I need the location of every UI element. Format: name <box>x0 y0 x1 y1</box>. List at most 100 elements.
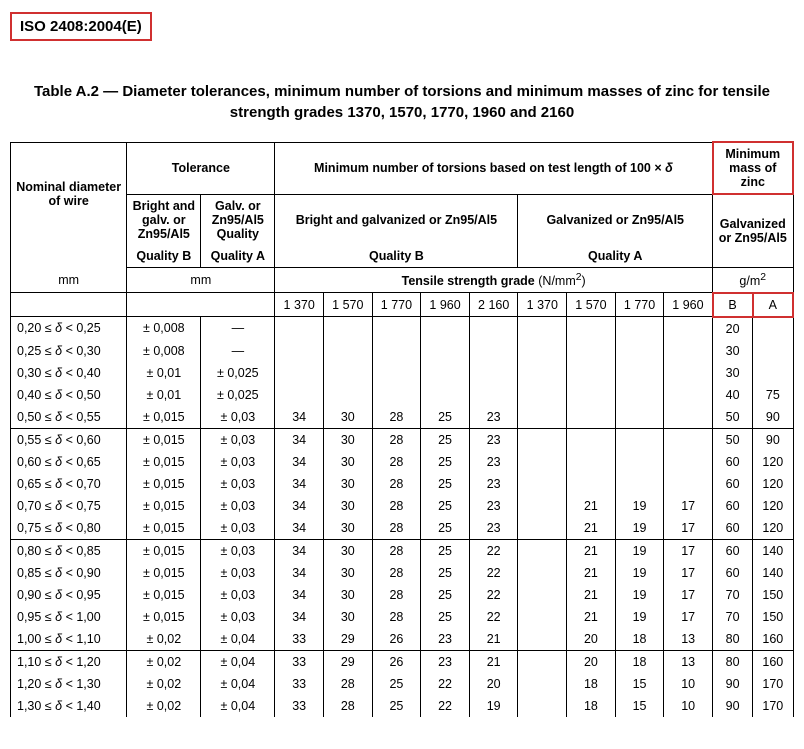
hdr-qb2: Quality B <box>275 245 518 268</box>
cell: 28 <box>372 539 421 562</box>
cell: ± 0,01 <box>127 362 201 384</box>
cell: 34 <box>275 473 324 495</box>
cell: 120 <box>753 495 793 517</box>
cell: ± 0,02 <box>127 673 201 695</box>
cell: 1,00 ≤ δ < 1,10 <box>11 628 127 651</box>
cell <box>518 539 567 562</box>
hdr-blank <box>11 245 127 268</box>
hdr-tolerance: Tolerance <box>127 142 275 194</box>
cell: 33 <box>275 695 324 717</box>
cell: 20 <box>469 673 518 695</box>
cell: ± 0,025 <box>201 384 275 406</box>
table-row: 0,30 ≤ δ < 0,40± 0,01± 0,02530 <box>11 362 794 384</box>
cell: 90 <box>753 428 793 451</box>
cell: 34 <box>275 606 324 628</box>
hdr-mass-B: B <box>713 293 753 317</box>
cell: ± 0,04 <box>201 673 275 695</box>
cell <box>518 517 567 540</box>
cell: 25 <box>421 473 470 495</box>
cell <box>518 495 567 517</box>
table-row: 0,20 ≤ δ < 0,25± 0,008—20 <box>11 317 794 340</box>
cell: — <box>201 340 275 362</box>
cell: 19 <box>615 539 664 562</box>
cell: 30 <box>323 606 372 628</box>
hdr-nominal: Nominal diameter of wire <box>11 142 127 245</box>
cell: 0,75 ≤ δ < 0,80 <box>11 517 127 540</box>
cell <box>421 340 470 362</box>
cell: 1,30 ≤ δ < 1,40 <box>11 695 127 717</box>
cell: 22 <box>469 562 518 584</box>
cell: 30 <box>323 495 372 517</box>
cell: 13 <box>664 628 713 651</box>
cell: 30 <box>323 517 372 540</box>
cell: 25 <box>372 673 421 695</box>
cell: 33 <box>275 673 324 695</box>
hdr-torsions: Minimum number of torsions based on test… <box>275 142 713 194</box>
cell: 0,80 ≤ δ < 0,85 <box>11 539 127 562</box>
cell: 18 <box>615 650 664 673</box>
cell: 140 <box>753 562 793 584</box>
cell <box>567 362 616 384</box>
table-row: 1,20 ≤ δ < 1,30± 0,02± 0,043328252220181… <box>11 673 794 695</box>
hdr-1370a: 1 370 <box>275 293 324 317</box>
cell: 140 <box>753 539 793 562</box>
cell: 90 <box>713 695 753 717</box>
cell: 120 <box>753 517 793 540</box>
cell: 21 <box>469 628 518 651</box>
cell <box>567 451 616 473</box>
cell <box>615 451 664 473</box>
cell <box>664 384 713 406</box>
cell: ± 0,015 <box>127 562 201 584</box>
hdr-min-mass-zinc: Minimum mass of zinc <box>713 142 794 194</box>
cell <box>518 473 567 495</box>
cell: 21 <box>567 584 616 606</box>
cell <box>372 362 421 384</box>
cell <box>615 317 664 340</box>
cell: 28 <box>372 562 421 584</box>
hdr-1570a: 1 570 <box>323 293 372 317</box>
cell: 70 <box>713 584 753 606</box>
cell: 30 <box>323 428 372 451</box>
cell: 25 <box>421 451 470 473</box>
cell: 0,20 ≤ δ < 0,25 <box>11 317 127 340</box>
cell: 19 <box>615 495 664 517</box>
cell <box>664 340 713 362</box>
cell: 19 <box>615 606 664 628</box>
cell: 90 <box>713 673 753 695</box>
cell: 19 <box>469 695 518 717</box>
cell: 0,85 ≤ δ < 0,90 <box>11 562 127 584</box>
cell: 25 <box>421 428 470 451</box>
cell <box>275 362 324 384</box>
cell: 26 <box>372 650 421 673</box>
table-row: 0,55 ≤ δ < 0,60± 0,015± 0,03343028252350… <box>11 428 794 451</box>
cell <box>275 317 324 340</box>
cell: ± 0,04 <box>201 695 275 717</box>
cell: ± 0,015 <box>127 606 201 628</box>
cell <box>615 473 664 495</box>
cell: 25 <box>421 606 470 628</box>
cell: 18 <box>615 628 664 651</box>
cell: 90 <box>753 406 793 429</box>
cell: 1,10 ≤ δ < 1,20 <box>11 650 127 673</box>
cell <box>567 317 616 340</box>
cell: 17 <box>664 539 713 562</box>
cell <box>753 340 793 362</box>
cell: ± 0,015 <box>127 451 201 473</box>
cell: 21 <box>567 517 616 540</box>
cell: 34 <box>275 406 324 429</box>
cell: 22 <box>469 606 518 628</box>
cell: 0,25 ≤ δ < 0,30 <box>11 340 127 362</box>
cell: ± 0,02 <box>127 650 201 673</box>
cell: 15 <box>615 695 664 717</box>
cell: 20 <box>713 317 753 340</box>
cell: 28 <box>372 406 421 429</box>
cell <box>518 317 567 340</box>
table-row: 0,85 ≤ δ < 0,90± 0,015± 0,03343028252221… <box>11 562 794 584</box>
cell: 28 <box>372 495 421 517</box>
cell: 23 <box>421 650 470 673</box>
cell <box>518 695 567 717</box>
cell <box>518 606 567 628</box>
cell: 17 <box>664 562 713 584</box>
cell: 29 <box>323 650 372 673</box>
cell <box>372 317 421 340</box>
